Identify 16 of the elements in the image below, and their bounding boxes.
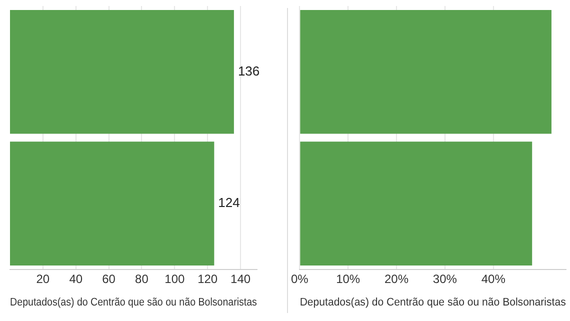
x-tick-label: 40% — [481, 272, 506, 286]
x-tick-label: 20% — [384, 272, 409, 286]
x-tick-label: 100 — [164, 272, 185, 286]
data-label: 124 — [218, 195, 240, 210]
x-axis-title: Deputados(as) do Centrão que são ou não Bolsonaristas — [300, 296, 566, 308]
x-tick-label: 140 — [230, 272, 251, 286]
x-axis-title: Deputados(as) do Centrão que são ou não Bolsonaristas — [10, 296, 257, 309]
x-tick-label: 60 — [102, 272, 116, 286]
x-tick-label: 20 — [36, 272, 50, 286]
x-tick-label: 30% — [432, 272, 458, 286]
x-tick-label: 80 — [135, 272, 149, 286]
x-tick-label: 10% — [336, 272, 360, 286]
data-label: 136 — [238, 63, 260, 78]
x-tick-label: 120 — [198, 272, 218, 286]
x-tick-label: 40 — [69, 272, 83, 286]
x-tick-label: 0% — [291, 272, 309, 286]
